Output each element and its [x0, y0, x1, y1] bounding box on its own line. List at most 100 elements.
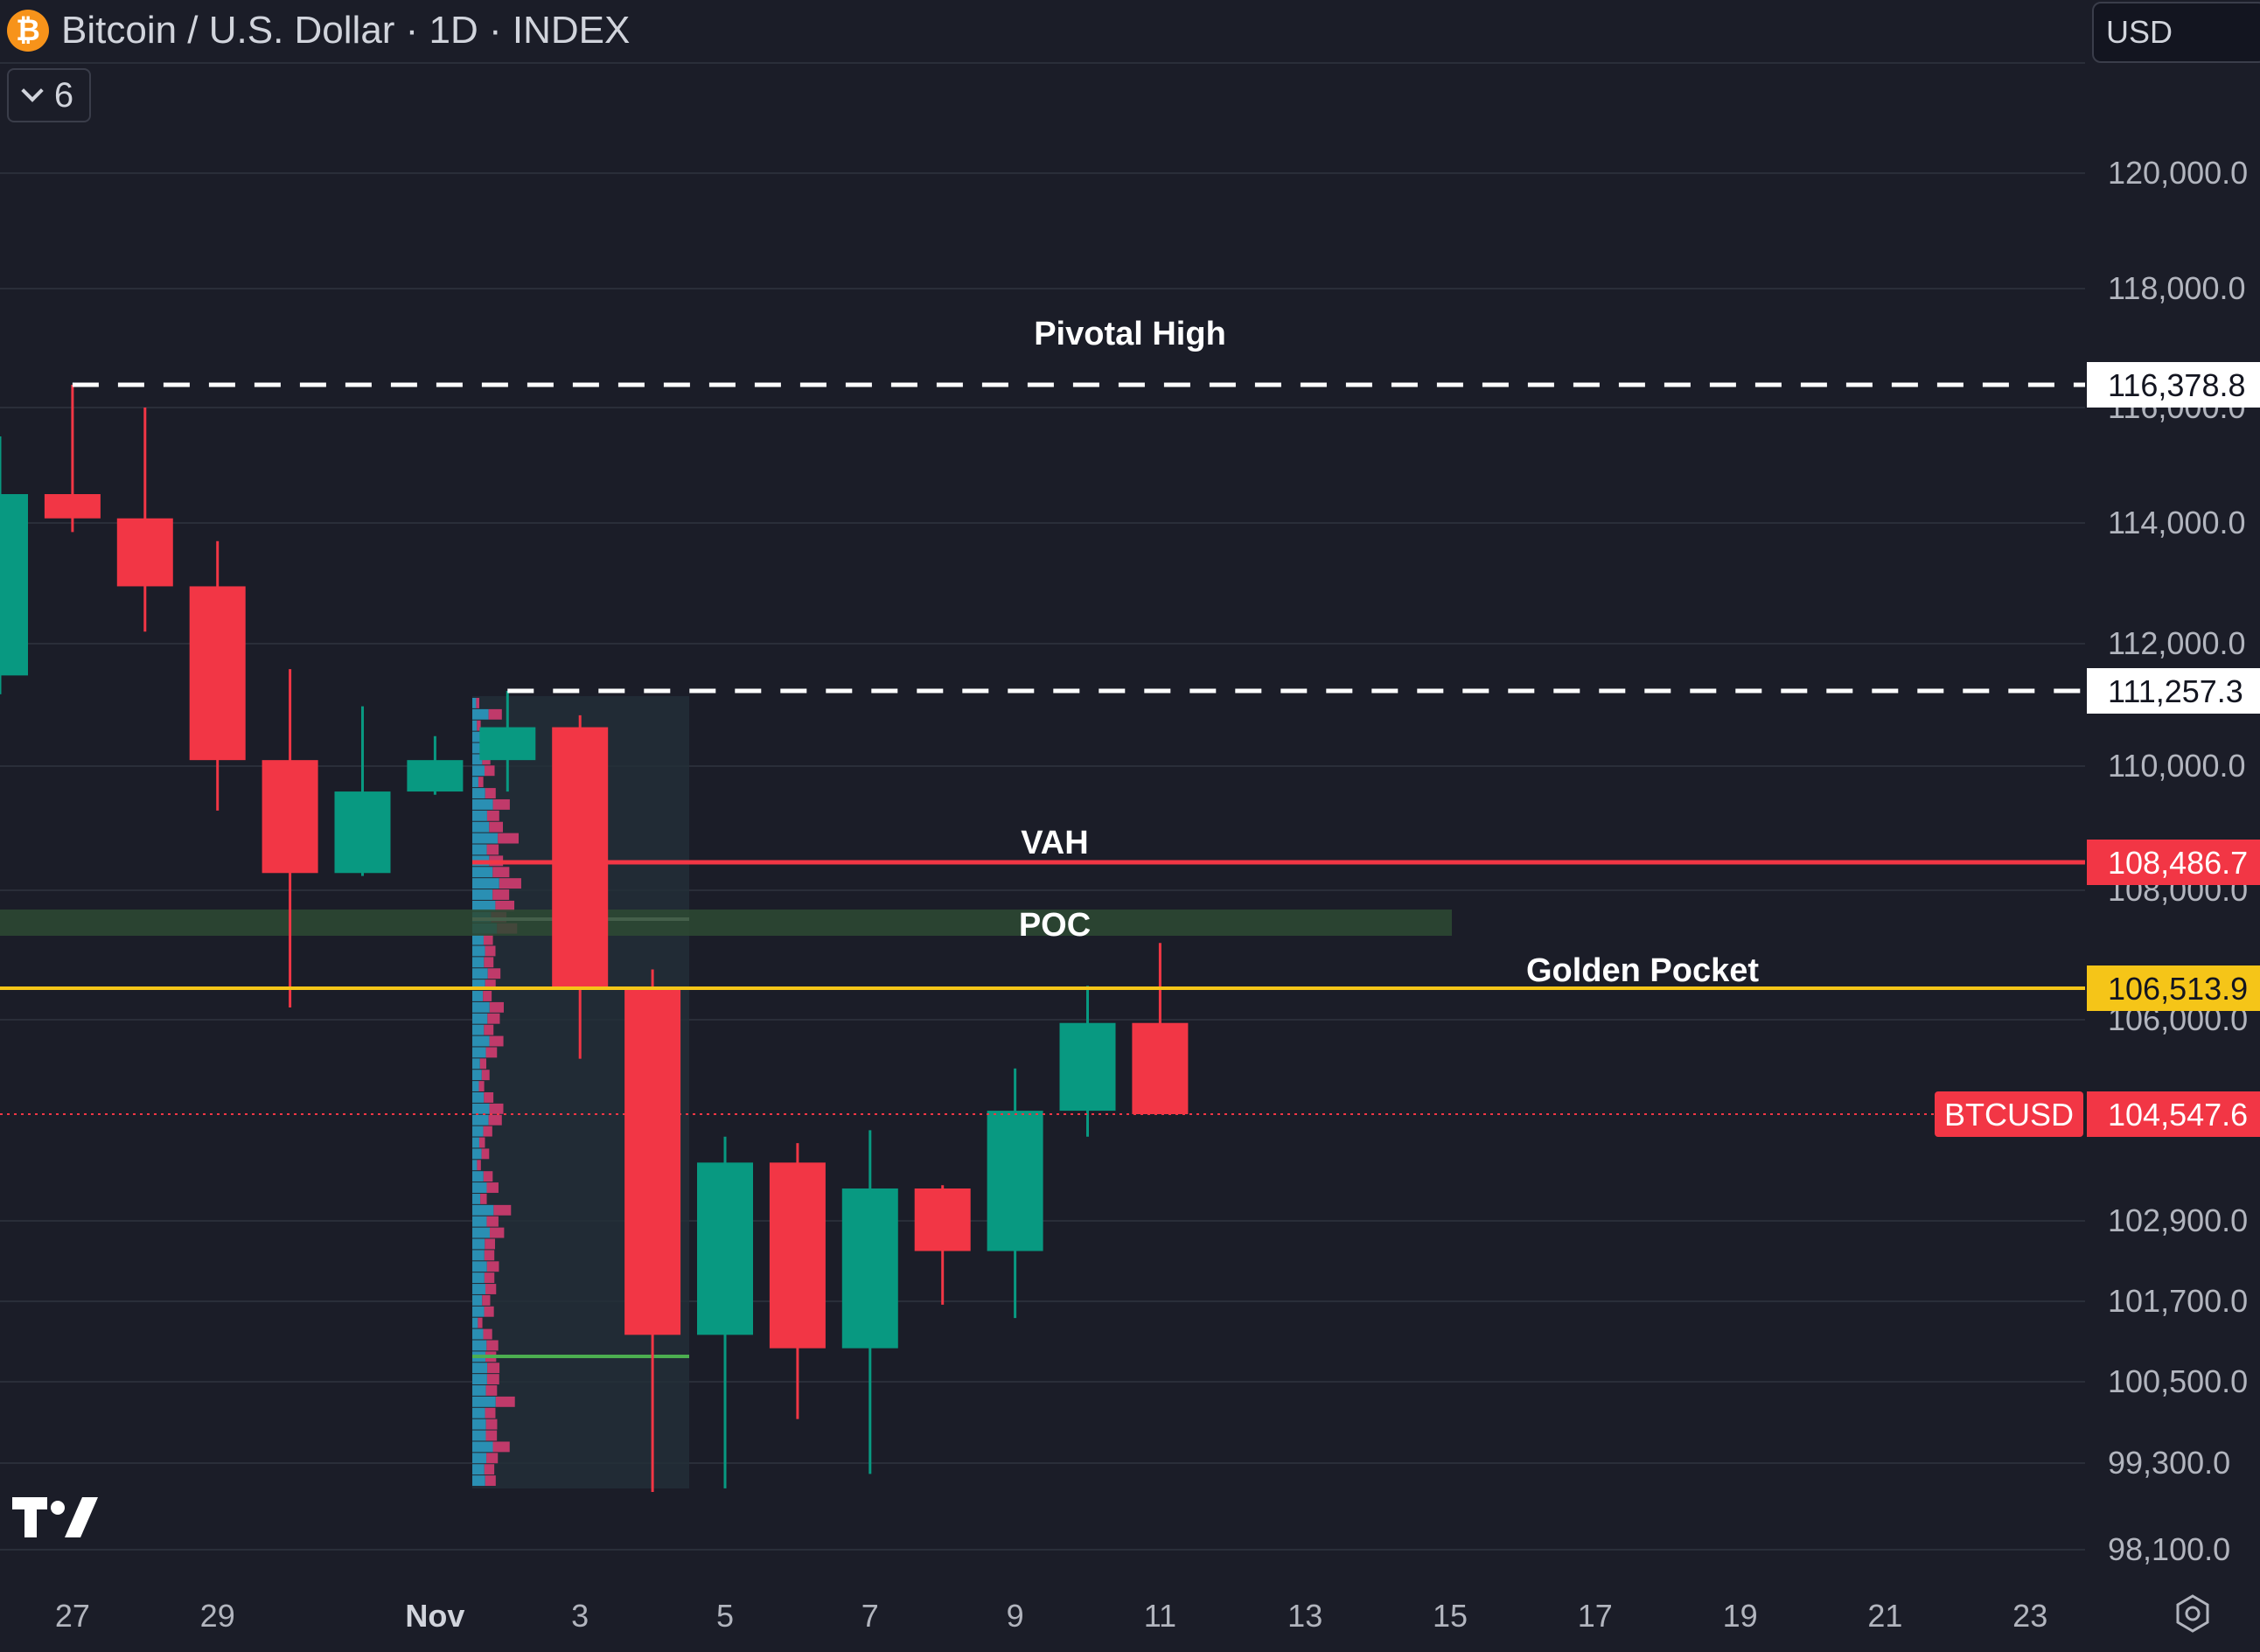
- volume-profile-bar: [472, 1453, 487, 1464]
- volume-profile-bar: [472, 1001, 490, 1013]
- volume-profile-bar: [485, 788, 496, 798]
- golden-pocket-tag: [2087, 965, 2260, 1011]
- volume-profile-bar: [472, 1103, 490, 1114]
- volume-profile-bar: [472, 1160, 478, 1171]
- pivotal-high-label: Pivotal High: [1034, 316, 1226, 352]
- volume-profile-bar: [492, 798, 510, 810]
- volume-profile-bar: [472, 1013, 488, 1024]
- volume-profile-bar: [483, 934, 493, 945]
- volume-profile-bar: [485, 1418, 498, 1430]
- volume-profile-bar: [472, 1092, 485, 1103]
- y-tick-label: 98,100.0: [2108, 1531, 2230, 1567]
- volume-profile-bar: [472, 1317, 478, 1328]
- volume-profile-bar: [472, 1396, 496, 1407]
- volume-profile-bar: [472, 833, 499, 844]
- golden-pocket-label: Golden Pocket: [1526, 952, 1759, 989]
- volume-profile-bar: [478, 1081, 485, 1091]
- x-tick-label: Nov: [405, 1598, 464, 1634]
- volume-profile-bar: [486, 1340, 499, 1351]
- volume-profile-bar: [472, 777, 478, 788]
- volume-profile-bar: [472, 810, 487, 821]
- x-tick-label: 5: [716, 1598, 734, 1634]
- volume-profile-bar: [486, 810, 499, 821]
- volume-profile-bar: [477, 1160, 481, 1171]
- volume-profile-bar: [493, 1204, 512, 1216]
- y-tick-label: 112,000.0: [2108, 625, 2245, 661]
- volume-profile-bar: [490, 1227, 505, 1238]
- volume-profile-bar: [472, 1047, 486, 1058]
- indicators-collapse-button[interactable]: 6: [7, 68, 91, 122]
- gear-icon[interactable]: [2173, 1593, 2213, 1634]
- volume-profile-bar: [489, 1035, 504, 1047]
- volume-profile-bar: [487, 1013, 500, 1024]
- volume-profile-bar: [472, 1475, 485, 1486]
- volume-profile-bar: [472, 991, 484, 1001]
- symbol-tag-label: BTCUSD: [1944, 1097, 2074, 1133]
- volume-profile-bar: [489, 1103, 504, 1114]
- y-tick-label: 100,500.0: [2108, 1363, 2248, 1399]
- volume-profile-bar: [487, 968, 501, 979]
- y-tick-label: 118,000.0: [2108, 270, 2245, 306]
- volume-profile-bar: [472, 698, 477, 708]
- volume-profile-bar: [485, 1475, 496, 1486]
- volume-profile-bar: [485, 1284, 497, 1294]
- volume-profile-bar: [472, 720, 478, 731]
- volume-profile-bar: [485, 1407, 496, 1418]
- volume-profile-bar: [472, 867, 493, 878]
- volume-profile-bar: [486, 1453, 499, 1464]
- volume-profile-bar: [486, 1374, 499, 1385]
- current-price-tag-label: 104,547.6: [2108, 1097, 2248, 1133]
- volume-profile-bar: [483, 1171, 493, 1182]
- volume-profile-bar: [498, 833, 519, 844]
- vah-tag-label: 108,486.7: [2108, 845, 2248, 881]
- x-tick-label: 19: [1723, 1598, 1758, 1634]
- volume-profile-bar: [472, 1464, 485, 1475]
- currency-selector[interactable]: USD: [2092, 2, 2260, 63]
- volume-profile-bar: [472, 1328, 484, 1340]
- volume-profile-bar: [472, 968, 488, 979]
- candle-body: [116, 518, 173, 587]
- volume-profile-bar: [499, 878, 521, 889]
- volume-profile-bar: [478, 1317, 483, 1328]
- pivotal-high-tag: [2087, 362, 2260, 408]
- x-tick-label: 3: [571, 1598, 589, 1634]
- volume-profile-bar: [472, 765, 485, 777]
- symbol-tag: [1935, 1091, 2083, 1137]
- y-tick-label: 102,900.0: [2108, 1202, 2248, 1238]
- volume-profile-bar: [484, 1250, 495, 1261]
- symbol-header[interactable]: ₿ Bitcoin / U.S. Dollar · 1D · INDEX: [7, 3, 630, 58]
- candle-body: [552, 727, 609, 988]
- candle-body: [769, 1162, 826, 1349]
- tradingview-logo-icon: [12, 1497, 98, 1537]
- x-tick-label: 7: [861, 1598, 879, 1634]
- pivotal-high-tag-label: 116,378.8: [2108, 367, 2245, 403]
- volume-profile-bar: [472, 889, 493, 900]
- volume-profile-bar: [478, 777, 484, 788]
- volume-profile-bar: [472, 1193, 481, 1204]
- poc-zone: [0, 910, 1452, 936]
- volume-profile-bar: [472, 1058, 480, 1070]
- volume-profile-bar: [492, 867, 510, 878]
- x-tick-label: 21: [1867, 1598, 1902, 1634]
- resistance-tag-label: 111,257.3: [2108, 673, 2243, 709]
- volume-profile-bar: [488, 1114, 502, 1126]
- volume-profile-bar: [492, 889, 510, 900]
- volume-profile-bar: [484, 1306, 494, 1317]
- volume-profile-bar: [472, 1284, 485, 1294]
- candle-body: [407, 760, 464, 792]
- volume-profile-bar: [472, 1238, 485, 1250]
- volume-profile-bar: [492, 1441, 510, 1453]
- volume-profile-bar: [485, 1238, 495, 1250]
- volume-profile-bar: [472, 1137, 479, 1148]
- volume-profile-bar: [472, 1385, 486, 1396]
- volume-profile-bar: [472, 1306, 485, 1317]
- x-tick-label: 17: [1578, 1598, 1613, 1634]
- volume-profile-bar: [483, 1126, 492, 1137]
- volume-profile-bar: [472, 1227, 491, 1238]
- candle-body: [44, 494, 101, 519]
- volume-profile-bar: [472, 1294, 483, 1306]
- volume-profile-bar: [472, 1261, 487, 1272]
- candle-body: [841, 1188, 898, 1349]
- x-tick-label: 15: [1433, 1598, 1468, 1634]
